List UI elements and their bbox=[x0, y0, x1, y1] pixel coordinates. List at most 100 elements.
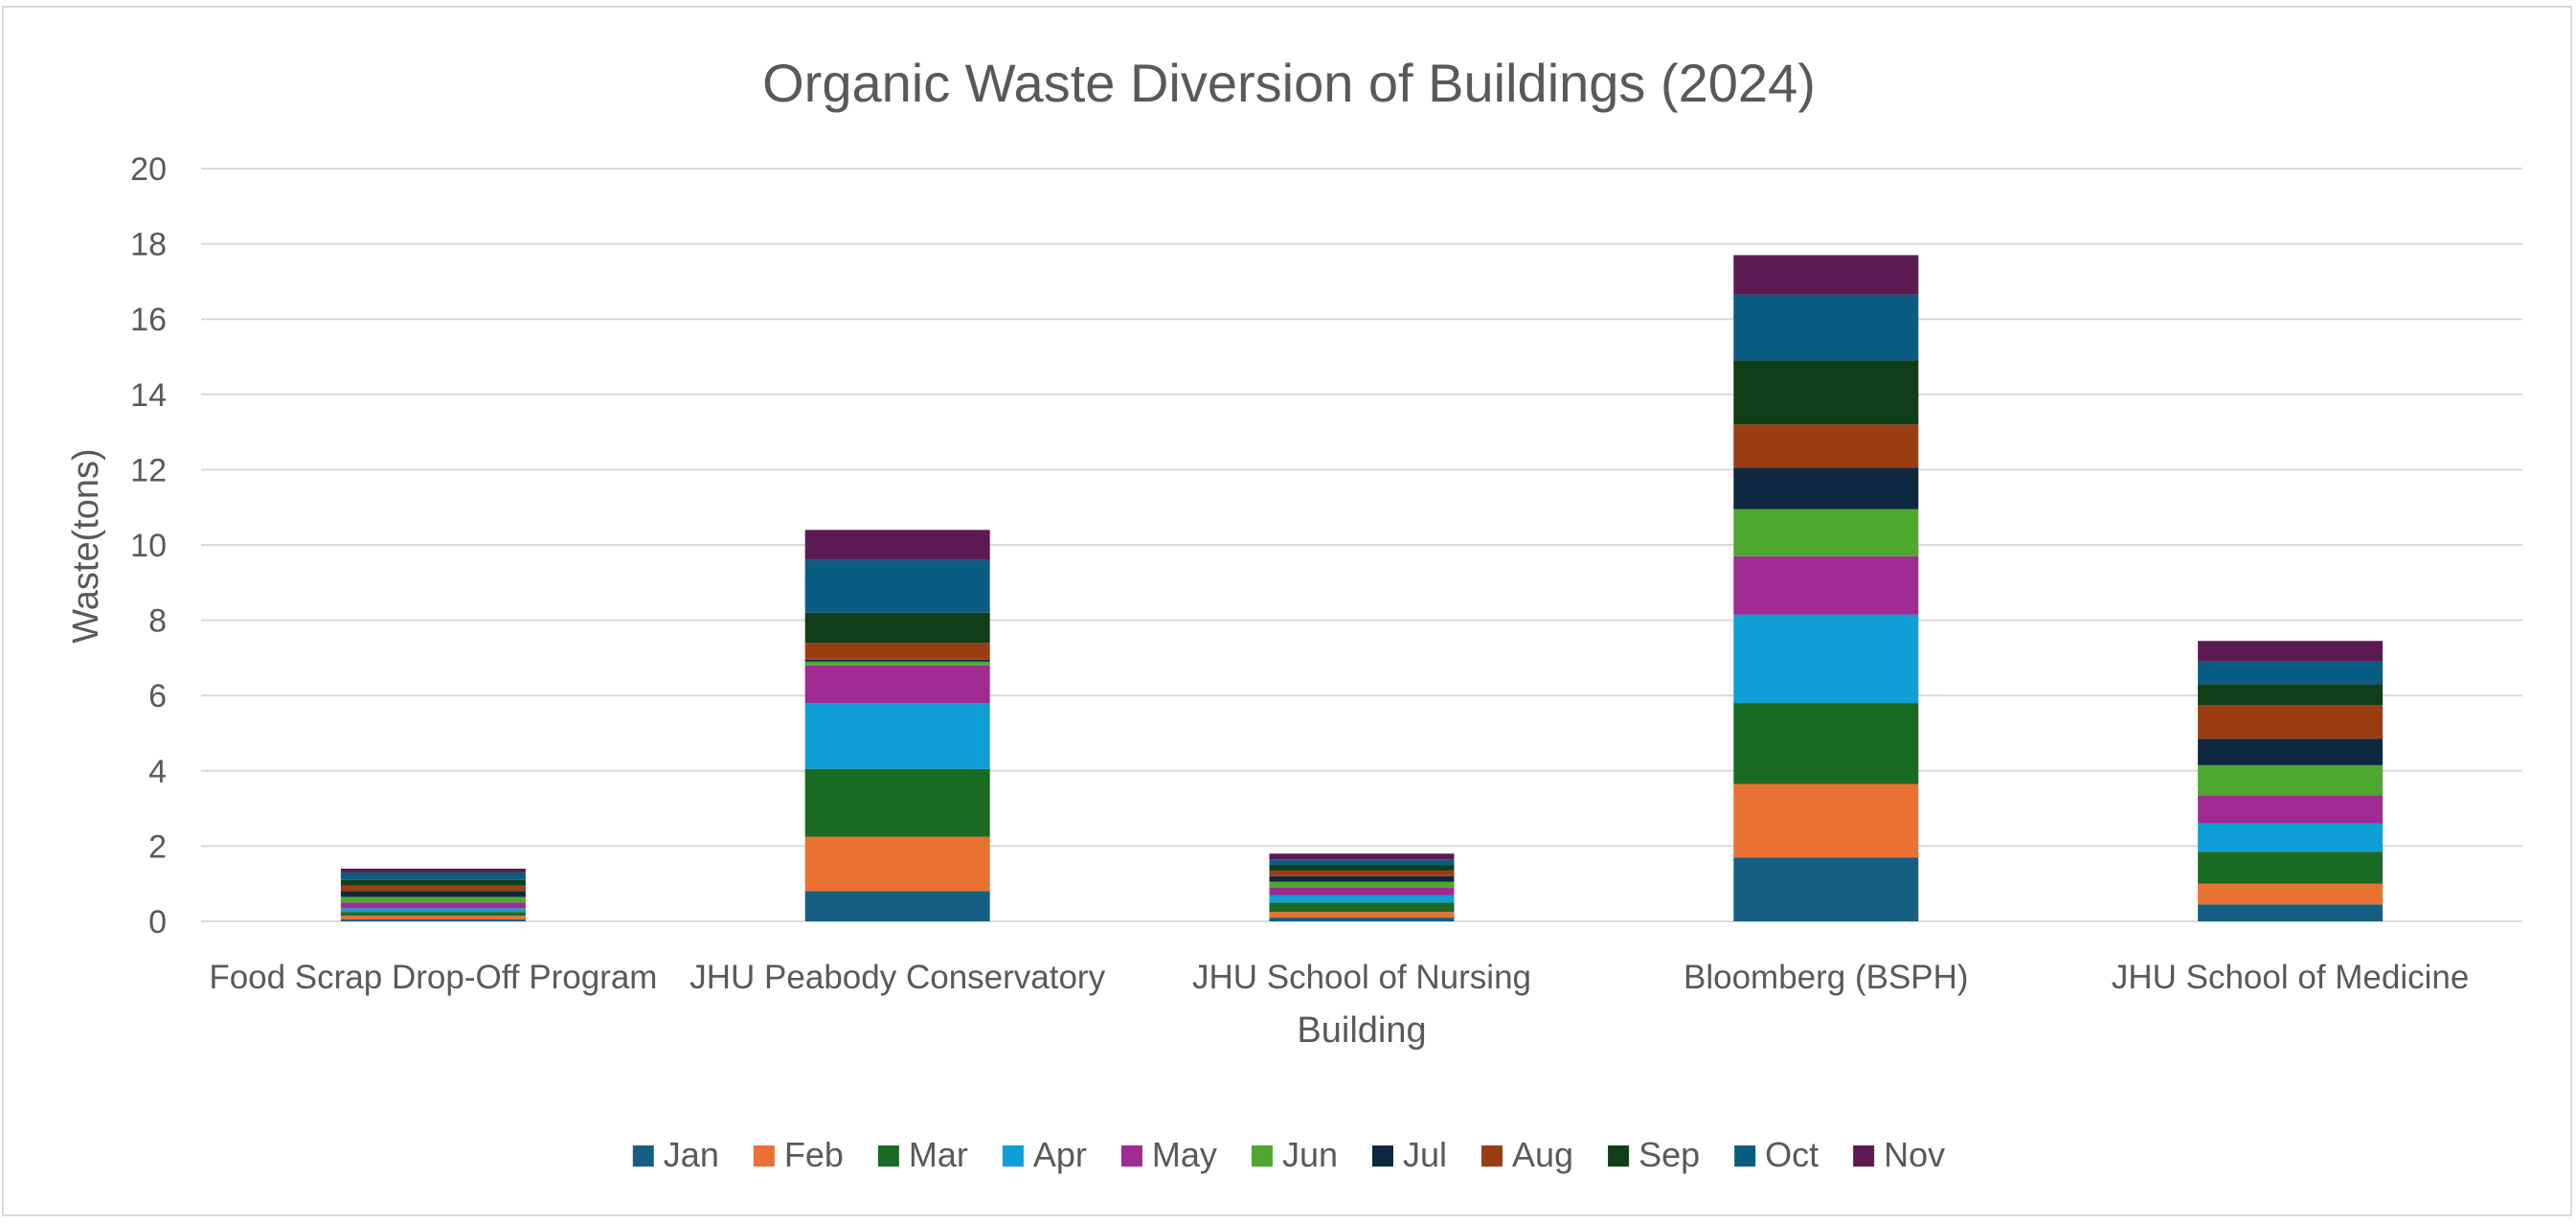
bar-segment-mar bbox=[1269, 902, 1455, 913]
legend-item-feb: Feb bbox=[753, 1135, 844, 1174]
legend-label: Sep bbox=[1638, 1135, 1700, 1174]
bar-segment-jan bbox=[340, 919, 526, 921]
legend-swatch bbox=[877, 1145, 899, 1167]
legend-label: Nov bbox=[1884, 1135, 1945, 1174]
x-category-label: JHU School of Nursing bbox=[1192, 959, 1531, 996]
bar-segment-aug bbox=[804, 643, 990, 660]
bar-segment-nov bbox=[1733, 255, 1919, 295]
y-tick-label: 20 bbox=[130, 151, 167, 188]
y-tick-label: 16 bbox=[130, 302, 167, 338]
bar-segment-mar bbox=[2198, 851, 2384, 884]
bar-segment-jan bbox=[1269, 918, 1455, 921]
bar-segment-apr bbox=[1733, 614, 1919, 704]
y-tick-label: 14 bbox=[130, 377, 167, 414]
x-category-label: JHU School of Medicine bbox=[2112, 959, 2470, 996]
bar-segment-jun bbox=[1733, 509, 1919, 556]
bar-segment-feb bbox=[2198, 883, 2384, 905]
bar-segment-oct bbox=[1269, 859, 1455, 866]
legend-item-jul: Jul bbox=[1371, 1135, 1447, 1174]
bars bbox=[340, 255, 2384, 921]
legend-item-aug: Aug bbox=[1481, 1135, 1573, 1174]
y-axis-ticks: 0 2 4 6 8 10 12 14 16 18 20 bbox=[130, 151, 167, 941]
legend-label: Apr bbox=[1033, 1135, 1087, 1174]
legend-label: Aug bbox=[1512, 1135, 1573, 1174]
bar-segment-nov bbox=[1269, 853, 1455, 860]
chart-title: Organic Waste Diversion of Buildings (20… bbox=[762, 53, 1816, 113]
legend-label: Jan bbox=[664, 1135, 719, 1174]
legend-item-may: May bbox=[1120, 1135, 1217, 1174]
bar-segment-nov bbox=[340, 868, 526, 873]
bar-segment-feb bbox=[1269, 912, 1455, 918]
y-tick-label: 8 bbox=[148, 603, 167, 640]
bar-segment-aug bbox=[2198, 705, 2384, 739]
bar-segment-jan bbox=[1733, 857, 1919, 921]
legend-label: May bbox=[1152, 1135, 1217, 1174]
bar-segment-apr bbox=[2198, 823, 2384, 852]
bar-segment-sep bbox=[804, 612, 990, 644]
bar-segment-aug bbox=[1269, 870, 1455, 876]
bar-segment-feb bbox=[340, 916, 526, 920]
bar-segment-may bbox=[1269, 887, 1455, 895]
bar-segment-feb bbox=[804, 836, 990, 892]
legend: Jan Feb Mar Apr May Jun Jul Aug Sep Oct Nov bbox=[632, 1135, 1945, 1174]
y-tick-label: 2 bbox=[148, 828, 167, 865]
legend-item-oct: Oct bbox=[1734, 1135, 1819, 1174]
bar-segment-sep bbox=[1733, 360, 1919, 425]
legend-swatch bbox=[753, 1145, 775, 1167]
bar-segment-feb bbox=[1733, 783, 1919, 858]
bar-segment-may bbox=[1733, 555, 1919, 615]
bar-segment-oct bbox=[2198, 661, 2384, 685]
chart-frame: Organic Waste Diversion of Buildings (20… bbox=[2, 6, 2572, 1216]
legend-swatch bbox=[1371, 1145, 1393, 1167]
bar-segment-jul bbox=[804, 659, 990, 662]
y-axis-title: Waste(tons) bbox=[66, 448, 106, 643]
bar-segment-mar bbox=[1733, 703, 1919, 784]
legend-swatch bbox=[632, 1145, 654, 1167]
bar-segment-jun bbox=[1269, 881, 1455, 888]
y-tick-label: 4 bbox=[148, 754, 167, 790]
bar-segment-jul bbox=[1733, 467, 1919, 510]
bar-segment-sep bbox=[340, 879, 526, 886]
x-axis-title: Building bbox=[1297, 1010, 1426, 1051]
legend-label: Oct bbox=[1765, 1135, 1819, 1174]
legend-item-mar: Mar bbox=[877, 1135, 968, 1174]
legend-item-sep: Sep bbox=[1608, 1135, 1700, 1174]
legend-item-apr: Apr bbox=[1002, 1135, 1087, 1174]
bar-segment-may bbox=[2198, 795, 2384, 824]
bar-segment-apr bbox=[1269, 895, 1455, 903]
bar-segment-jul bbox=[1269, 875, 1455, 882]
bar-segment-mar bbox=[340, 912, 526, 917]
y-tick-label: 18 bbox=[130, 227, 167, 263]
legend-swatch bbox=[1481, 1145, 1503, 1167]
y-tick-label: 0 bbox=[148, 904, 167, 941]
legend-swatch bbox=[1734, 1145, 1756, 1167]
legend-swatch bbox=[1251, 1145, 1273, 1167]
bar-segment-jan bbox=[2198, 904, 2384, 921]
bar-segment-jun bbox=[2198, 764, 2384, 796]
legend-label: Jun bbox=[1282, 1135, 1338, 1174]
x-axis-categories: Food Scrap Drop-Off Program JHU Peabody C… bbox=[209, 959, 2469, 996]
bar-segment-jul bbox=[2198, 738, 2384, 765]
bar-segment-aug bbox=[1733, 424, 1919, 468]
bar-segment-jan bbox=[804, 891, 990, 921]
legend-item-nov: Nov bbox=[1853, 1135, 1945, 1174]
bar-segment-nov bbox=[804, 530, 990, 560]
legend-swatch bbox=[1608, 1145, 1630, 1167]
legend-swatch bbox=[1002, 1145, 1024, 1167]
y-tick-label: 10 bbox=[130, 528, 167, 564]
legend-label: Jul bbox=[1403, 1135, 1447, 1174]
bar-segment-apr bbox=[340, 908, 526, 913]
bar-segment-mar bbox=[804, 768, 990, 837]
legend-label: Feb bbox=[784, 1135, 844, 1174]
stacked-bar-chart: Organic Waste Diversion of Buildings (20… bbox=[66, 53, 2522, 1174]
x-category-label: Food Scrap Drop-Off Program bbox=[209, 959, 657, 996]
bar-segment-jun bbox=[804, 661, 990, 666]
bar-segment-oct bbox=[1733, 294, 1919, 361]
legend-label: Mar bbox=[909, 1135, 968, 1174]
y-tick-label: 6 bbox=[148, 678, 167, 714]
x-category-label: Bloomberg (BSPH) bbox=[1683, 959, 1969, 996]
legend-item-jan: Jan bbox=[632, 1135, 719, 1174]
bar-segment-apr bbox=[804, 703, 990, 769]
x-category-label: JHU Peabody Conservatory bbox=[689, 959, 1105, 996]
legend-swatch bbox=[1120, 1145, 1142, 1167]
